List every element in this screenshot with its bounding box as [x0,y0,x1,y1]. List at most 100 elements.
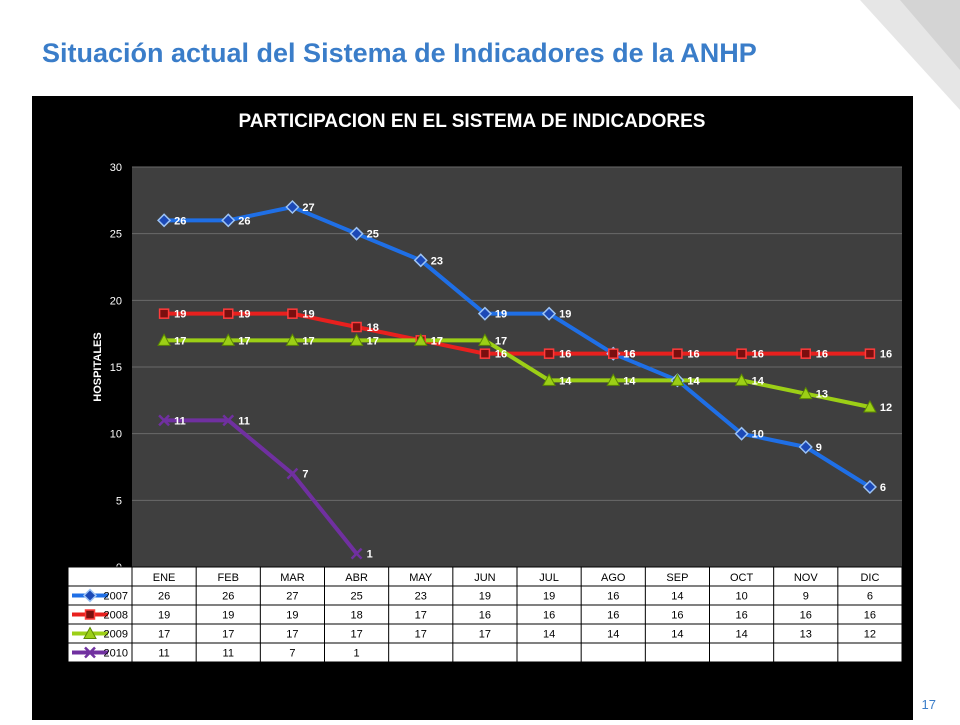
table-cell-2010: 7 [289,648,295,660]
data-point-2008 [351,321,362,333]
data-label-2008: 16 [880,349,892,361]
table-cell-2009: 17 [415,629,427,641]
table-cell-2009: 14 [543,629,555,641]
table-cell-2008: 16 [864,610,876,622]
chart-panel: PARTICIPACION EN EL SISTEMA DE INDICADOR… [32,96,913,720]
data-label-2009: 17 [302,335,314,347]
data-label-2007: 6 [880,482,886,494]
page-number: 17 [921,697,936,712]
table-cell-2008: 16 [800,610,812,622]
data-label-2008: 16 [495,349,507,361]
data-label-2008: 16 [687,349,699,361]
plot-area: 0510152025302626272523191916141096191919… [110,162,902,574]
data-label-2008: 16 [816,349,828,361]
data-point-2009 [413,333,428,346]
chart-title: PARTICIPACION EN EL SISTEMA DE INDICADOR… [239,111,706,132]
table-cell-2009: 14 [607,629,619,641]
data-point-2007 [157,213,172,228]
data-point-2008 [223,308,234,319]
table-cell-2008: 19 [286,610,298,622]
table-cell-2008: 19 [158,610,170,622]
data-label-2007: 27 [302,202,314,214]
data-point-2008 [864,348,876,359]
data-label-2009: 14 [559,375,572,387]
data-label-2007: 16 [623,349,635,361]
table-cell-2008: 16 [735,610,747,622]
data-point-2007 [798,439,813,455]
data-label-2007: 19 [559,309,571,321]
data-point-2010 [350,547,363,560]
data-point-2007 [862,479,877,495]
table-cell-2009: 17 [286,629,298,641]
data-label-2009: 17 [495,335,507,347]
data-point-2008 [736,348,747,359]
legend-label-2007: 2007 [104,591,128,603]
data-label-2009: 14 [687,375,700,387]
data-label-2009: 17 [367,335,379,347]
x-tick-label: NOV [794,572,819,584]
x-tick-label: JUL [539,572,559,584]
data-point-2007 [413,253,428,268]
table-cell-2010: 1 [354,648,360,660]
legend-label-2009: 2009 [104,629,128,641]
data-label-2008: 18 [367,322,379,334]
data-point-2007 [221,213,236,228]
data-label-2007: 9 [816,442,822,454]
legend-label-2008: 2008 [104,610,128,622]
data-label-2008: 19 [238,309,250,321]
data-label-2009: 17 [174,335,186,347]
table-cell-2009: 17 [222,629,234,641]
table-cell-2007: 6 [867,591,873,603]
data-label-2007: 26 [174,215,186,227]
x-tick-label: MAY [409,572,433,584]
table-cell-2007: 14 [671,591,683,603]
table-cell-2008: 17 [415,610,427,622]
table-cell-2008: 18 [350,610,362,622]
table-cell-2009: 17 [350,629,362,641]
table-cell-2008: 16 [607,610,619,622]
data-label-2007: 26 [238,215,250,227]
data-label-2010: 11 [174,415,186,427]
data-point-2007 [285,199,300,215]
y-axis-label: HOSPITALES [92,332,104,401]
data-label-2009: 14 [752,375,765,387]
data-label-2009: 17 [431,335,443,347]
table-cell-2009: 14 [735,629,747,641]
x-tick-label: FEB [218,572,239,584]
corner-decoration [860,0,960,110]
table-cell-2007: 26 [222,591,234,603]
data-label-2008: 19 [174,309,186,321]
data-label-2007: 25 [367,229,379,241]
data-label-2007: 14 [687,375,700,387]
data-point-2007 [477,306,492,321]
x-tick-label: MAR [280,572,305,584]
table-cell-2007: 9 [803,591,809,603]
table-cell-2007: 26 [158,591,170,603]
x-tick-label: OCT [730,572,754,584]
series-line-2007 [164,205,871,489]
data-label-2008: 17 [431,335,443,347]
data-point-2009 [670,373,685,386]
table-cell-2009: 17 [158,629,170,641]
y-tick-label: 20 [110,295,122,307]
table-cell-2007: 27 [286,591,298,603]
series-line-2008 [164,311,870,356]
line-chart: PARTICIPACION EN EL SISTEMA DE INDICADOR… [67,111,903,663]
data-label-2008: 16 [623,349,635,361]
x-tick-label: ENE [153,572,176,584]
series-line-2009 [164,338,871,409]
data-point-2007 [542,306,557,321]
data-point-2009 [606,373,621,386]
data-label-2008: 16 [752,349,764,361]
data-label-2007: 10 [752,429,764,441]
x-tick-label: DIC [860,572,879,584]
data-label-2009: 17 [238,335,250,347]
table-cell-2008: 16 [543,610,555,622]
table-cell-2007: 16 [607,591,619,603]
x-tick-label: AGO [601,572,626,584]
data-point-2009 [221,333,236,346]
x-tick-label: ABR [345,572,368,584]
data-point-2009 [478,333,492,346]
data-point-2009 [734,373,749,386]
data-point-2010 [286,467,299,480]
